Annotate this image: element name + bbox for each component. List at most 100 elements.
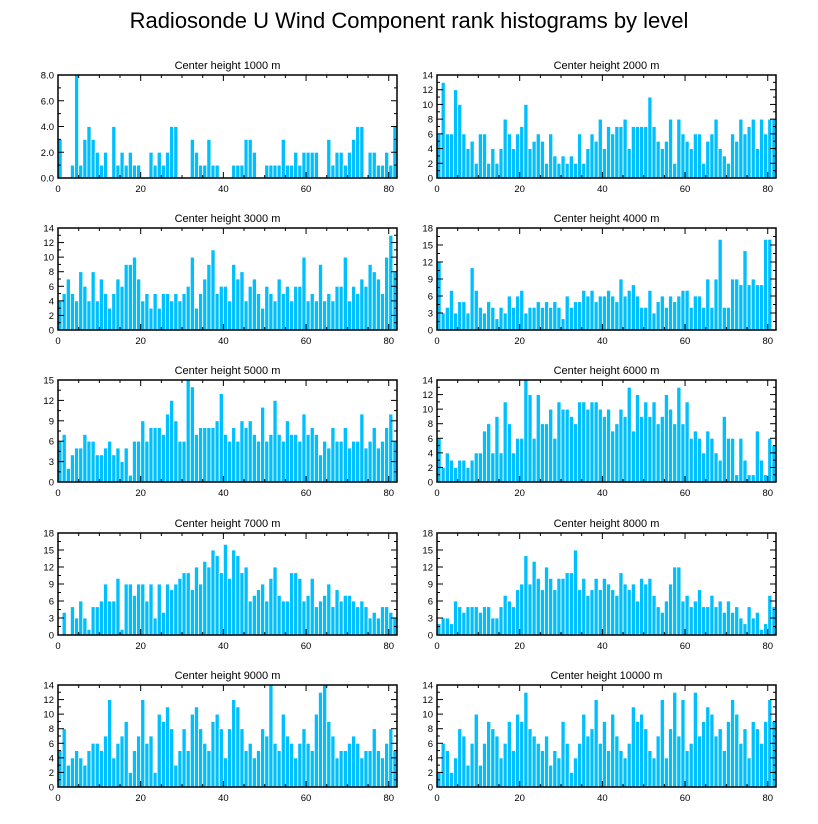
bar [160,721,166,788]
bar [713,452,719,483]
bar [589,133,595,179]
bar [313,433,319,483]
bar [531,735,537,788]
bar [630,126,636,179]
bar [297,164,303,179]
bar [227,440,233,483]
bar [692,600,698,636]
bar [334,589,340,636]
bar [206,750,212,788]
bar [173,420,179,483]
x-tick-label: 40 [218,184,229,195]
y-tick-label: 12 [422,563,433,574]
y-tick-label: 4 [49,753,54,764]
bar [655,735,661,788]
bar [293,433,299,483]
bar [477,452,483,483]
bar [351,138,357,179]
bar [165,293,171,331]
bar [709,594,715,636]
bar [477,764,483,788]
bar [318,454,323,483]
bar [581,577,587,636]
bar [523,379,529,483]
bar [260,583,266,636]
bar [725,306,731,331]
bar [322,684,328,788]
bar [556,401,562,483]
bar [473,713,479,788]
bar [189,589,195,636]
bar [601,416,607,483]
bar [589,589,595,636]
bar [127,474,133,483]
bar [713,606,719,636]
bar [103,447,109,483]
bar [289,300,295,331]
bar [655,140,661,179]
bar [367,264,373,331]
bar [293,285,299,331]
bar [351,285,357,331]
bar [272,399,278,483]
y-tick-label: 18 [43,529,54,540]
bar [94,454,100,483]
bar [721,155,727,179]
bar [527,306,533,331]
bar [169,589,175,636]
bar [754,728,760,788]
bar [639,577,645,636]
bar [535,394,541,483]
y-tick-label: 6 [428,292,433,303]
bar [309,293,315,331]
bar [280,713,286,788]
bar [251,278,257,331]
bar [222,757,228,788]
bar [552,589,558,636]
bar [342,750,348,788]
bar [156,713,162,788]
y-tick-label: 0 [428,174,433,185]
bar [606,583,612,636]
bar [202,560,208,636]
bar [754,430,760,483]
bar [754,611,760,636]
plot-frame [436,74,777,179]
bar [688,742,694,788]
x-tick-label: 80 [383,641,394,652]
bar [189,256,195,331]
bar [94,606,100,636]
bar [647,750,653,788]
bar [597,295,603,331]
bar [98,164,104,179]
bar [639,416,645,483]
bar [132,164,137,179]
bar [181,728,187,788]
bar [239,271,245,331]
x-tick-label: 0 [55,793,60,804]
bar [78,757,84,788]
bar [169,728,175,788]
bar [165,413,171,483]
bar [750,721,756,788]
bar [61,293,67,331]
bar [169,126,175,179]
bar [74,300,80,331]
bar [148,151,154,179]
bar [502,312,508,331]
bar [663,140,669,179]
panel-title: Center height 10000 m [551,670,663,682]
bar [668,408,674,483]
bar [515,437,521,483]
bar [318,264,323,331]
bar [630,706,636,788]
x-tick-label: 40 [218,336,229,347]
bar [453,600,459,636]
bar [239,572,245,636]
bar [338,151,344,179]
bar [635,295,640,331]
bar [305,433,311,483]
bar [643,728,649,788]
bar [173,583,179,636]
bar [380,757,385,788]
